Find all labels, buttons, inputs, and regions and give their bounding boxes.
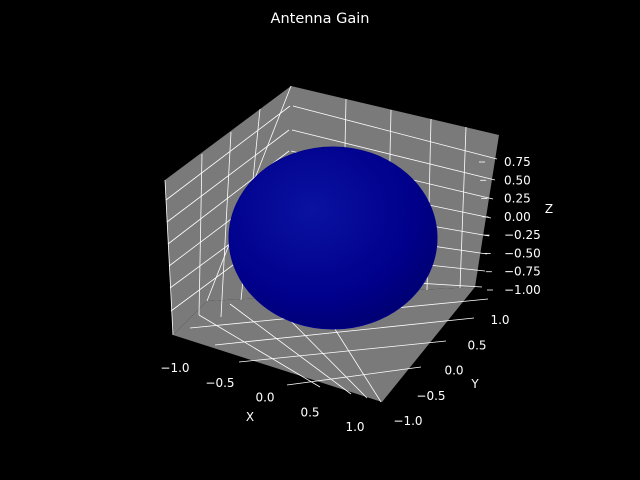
x-axis-label: X [246,410,254,424]
y-tick-label: 0.0 [444,364,463,378]
z-tick-label: 0.25 [504,192,531,206]
x-tick-label: −1.0 [160,361,189,375]
z-tick-label: −1.00 [504,283,541,297]
z-tick-label: 0.75 [504,155,531,169]
y-tick-label: 0.5 [467,338,486,352]
y-axis: −1.0 −0.5 0.0 0.5 1.0 [393,313,509,428]
x-tick-label: 0.0 [255,391,274,405]
y-tick-label: −0.5 [416,389,445,403]
sphere-surface [228,146,438,330]
z-axis-label: Z [545,202,553,216]
floor-pane [173,287,475,402]
z-tick-label: 0.50 [504,173,531,187]
x-tick-label: −0.5 [205,376,234,390]
z-tick-label: −0.50 [504,246,541,260]
x-axis: −1.0 −0.5 0.0 0.5 1.0 [160,361,364,434]
y-tick-label: −1.0 [393,414,422,428]
x-tick-label: 0.5 [300,405,319,419]
chart-title: Antenna Gain [271,11,370,27]
z-tick-label: −0.75 [504,265,541,279]
left-pane [165,86,291,335]
z-axis: −1.00 −0.75 −0.50 −0.25 0.00 0.25 0.50 0.75 [479,155,541,297]
y-axis-label: Y [470,377,479,391]
z-tick-label: 0.00 [504,210,531,224]
x-tick-label: 1.0 [345,420,364,434]
y-tick-label: 1.0 [490,313,509,327]
z-tick-label: −0.25 [504,228,541,242]
